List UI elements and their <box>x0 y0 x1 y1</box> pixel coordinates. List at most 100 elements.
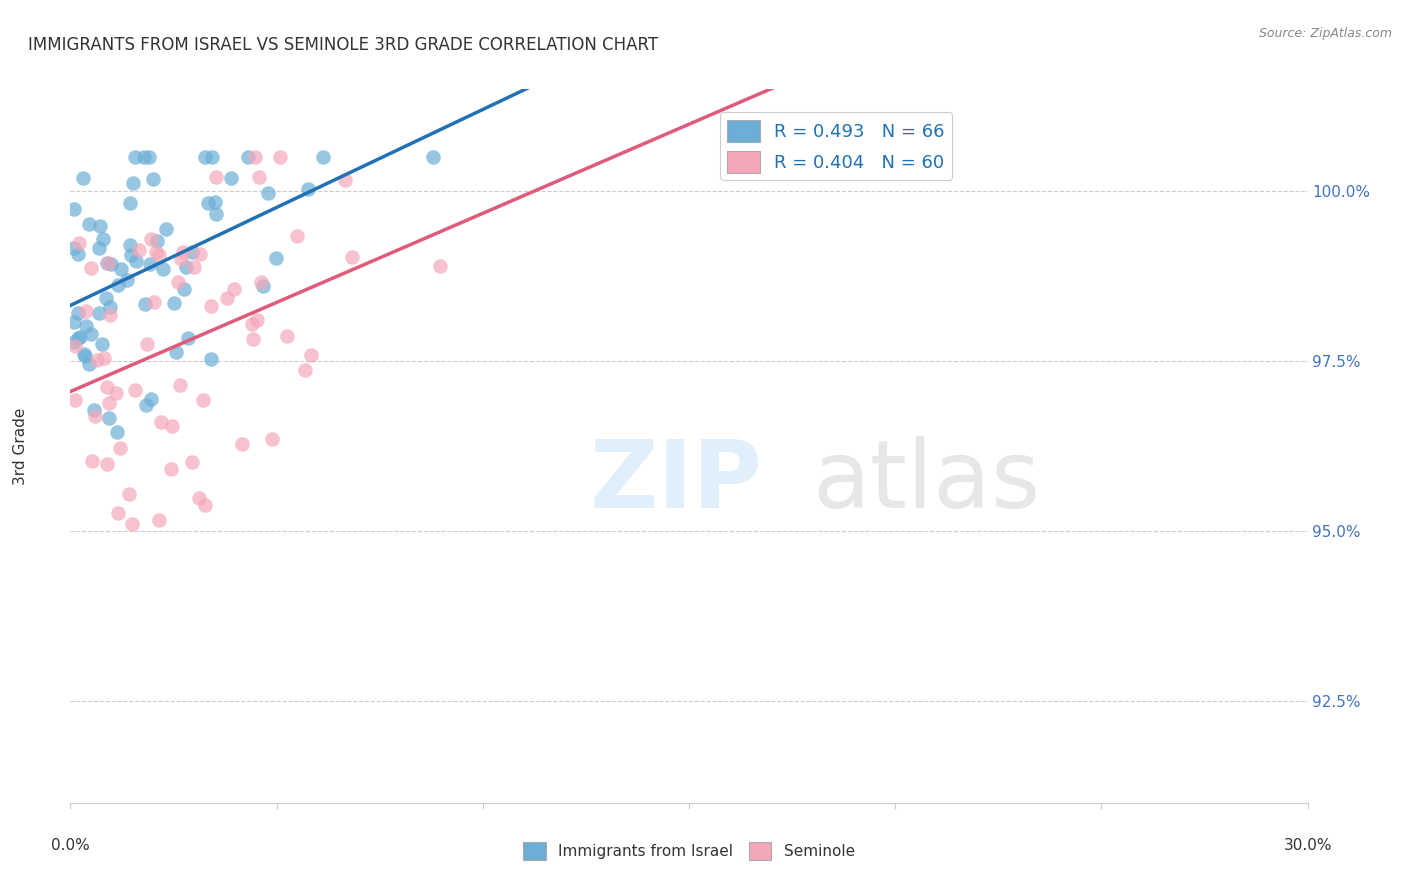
Point <box>63 202 86 216</box>
Text: 0.0%: 0.0% <box>51 838 90 854</box>
Point <box>205 170 228 185</box>
Point <box>110 261 132 276</box>
Point <box>204 195 226 210</box>
Point <box>135 337 157 351</box>
Point <box>194 150 217 164</box>
Point <box>98 396 121 410</box>
Point <box>86 352 108 367</box>
Point <box>205 207 228 221</box>
Point <box>69 330 91 344</box>
Point <box>124 383 146 397</box>
Point <box>252 279 274 293</box>
Point <box>200 299 222 313</box>
Point <box>115 273 138 287</box>
Point <box>77 217 100 231</box>
Point <box>181 244 204 259</box>
Point <box>87 241 110 255</box>
Point <box>148 248 170 262</box>
Point <box>67 236 90 251</box>
Point <box>191 393 214 408</box>
Point <box>125 254 148 268</box>
Point <box>152 261 174 276</box>
Point <box>333 173 356 187</box>
Point <box>80 260 103 275</box>
Point <box>105 425 128 439</box>
Point <box>165 345 187 359</box>
Point <box>128 243 150 257</box>
Point <box>181 455 204 469</box>
Point <box>83 402 105 417</box>
Point <box>63 315 86 329</box>
Point <box>66 306 89 320</box>
Point <box>135 398 157 412</box>
Legend: Immigrants from Israel, Seminole: Immigrants from Israel, Seminole <box>517 836 860 866</box>
Point <box>80 327 103 342</box>
Point <box>118 238 141 252</box>
Point <box>256 186 278 201</box>
Point <box>122 176 145 190</box>
Point <box>77 357 100 371</box>
Point <box>97 410 120 425</box>
Point <box>120 248 142 262</box>
Point <box>96 255 118 269</box>
Point <box>163 296 186 310</box>
Point <box>138 150 160 164</box>
Point <box>134 297 156 311</box>
Point <box>172 244 194 259</box>
Point <box>260 433 283 447</box>
Point <box>96 457 118 471</box>
Point <box>89 306 111 320</box>
Point <box>75 303 97 318</box>
Point <box>201 150 224 164</box>
Point <box>75 318 97 333</box>
Point <box>197 195 219 210</box>
Point <box>429 259 451 273</box>
Point <box>143 294 166 309</box>
Point <box>97 256 120 270</box>
Point <box>105 385 128 400</box>
Point <box>67 331 90 345</box>
Point <box>266 251 288 265</box>
Point <box>312 150 335 164</box>
Text: atlas: atlas <box>813 435 1040 528</box>
Point <box>231 437 253 451</box>
Point <box>242 332 264 346</box>
Point <box>174 260 197 274</box>
Point <box>107 506 129 520</box>
Point <box>285 229 308 244</box>
Point <box>246 313 269 327</box>
Point <box>83 409 105 424</box>
Point <box>190 247 212 261</box>
Point <box>297 182 319 196</box>
Point <box>63 339 86 353</box>
Point <box>98 300 121 314</box>
Point <box>217 291 239 305</box>
Point <box>98 308 121 322</box>
Point <box>142 171 165 186</box>
Point <box>145 244 167 259</box>
Point <box>141 392 163 406</box>
Point <box>124 150 146 164</box>
Point <box>194 498 217 512</box>
Point <box>108 441 131 455</box>
Text: 3rd Grade: 3rd Grade <box>13 408 28 484</box>
Point <box>91 232 114 246</box>
Point <box>219 171 242 186</box>
Point <box>240 317 263 331</box>
Point <box>138 258 160 272</box>
Point <box>276 328 298 343</box>
Point <box>82 454 104 468</box>
Point <box>243 150 266 164</box>
Point <box>93 351 115 365</box>
Point <box>269 150 291 164</box>
Text: IMMIGRANTS FROM ISRAEL VS SEMINOLE 3RD GRADE CORRELATION CHART: IMMIGRANTS FROM ISRAEL VS SEMINOLE 3RD G… <box>28 36 658 54</box>
Point <box>188 491 211 505</box>
Point <box>67 247 90 261</box>
Point <box>155 221 177 235</box>
Point <box>89 219 111 234</box>
Point <box>149 415 172 429</box>
Point <box>200 351 222 366</box>
Point <box>170 252 193 267</box>
Point <box>177 331 200 345</box>
Point <box>118 487 141 501</box>
